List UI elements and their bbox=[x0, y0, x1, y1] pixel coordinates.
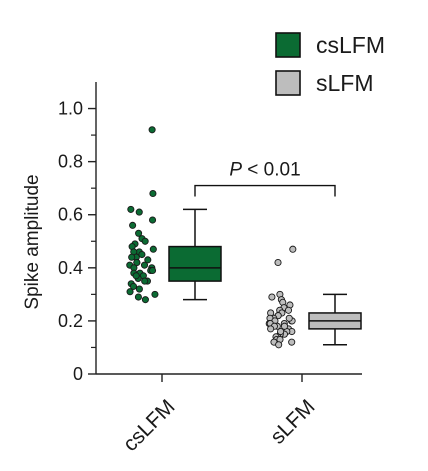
data-point bbox=[148, 266, 157, 275]
data-point bbox=[133, 258, 141, 267]
data-point bbox=[141, 237, 149, 245]
data-point bbox=[135, 285, 143, 293]
data-point bbox=[151, 290, 159, 298]
y-tick-label: 0.8 bbox=[58, 152, 83, 172]
data-point bbox=[284, 306, 293, 314]
y-tick-label: 0.4 bbox=[58, 258, 83, 278]
y-tick-label: 0.6 bbox=[58, 205, 83, 225]
data-point bbox=[141, 296, 149, 304]
y-axis: 0 0.2 0.4 0.6 0.8 1.0 Spike amplitude bbox=[22, 82, 97, 384]
data-point bbox=[140, 261, 149, 269]
data-point bbox=[135, 208, 143, 216]
data-point bbox=[148, 126, 156, 134]
data-point bbox=[277, 327, 285, 336]
data-point bbox=[267, 325, 275, 333]
data-point bbox=[134, 293, 142, 301]
plot-area bbox=[126, 126, 362, 349]
x-tick-label: csLFM bbox=[119, 395, 180, 456]
p-threshold: < 0.01 bbox=[242, 160, 301, 181]
data-point bbox=[135, 229, 143, 237]
data-point bbox=[129, 282, 138, 290]
data-point bbox=[268, 293, 276, 301]
data-point bbox=[128, 253, 136, 261]
data-point bbox=[275, 341, 283, 349]
y-tick-label: 0.2 bbox=[58, 311, 83, 331]
y-tick-label: 0 bbox=[73, 364, 83, 384]
data-point bbox=[285, 314, 293, 322]
data-point bbox=[289, 245, 297, 253]
legend-swatch bbox=[275, 70, 301, 96]
x-axis: csLFM sLFM bbox=[96, 373, 362, 456]
data-point bbox=[141, 277, 149, 285]
p-symbol: P bbox=[229, 160, 242, 181]
data-point bbox=[138, 250, 146, 259]
data-point bbox=[149, 245, 157, 253]
data-point bbox=[126, 288, 134, 296]
p-value-label: P < 0.01 bbox=[229, 160, 300, 181]
data-point bbox=[129, 221, 137, 229]
y-tick-label: 1.0 bbox=[58, 99, 83, 119]
legend-label: csLFM bbox=[316, 32, 385, 58]
data-point bbox=[288, 338, 296, 346]
box-iqr bbox=[168, 245, 222, 282]
significance-annotation: P < 0.01 bbox=[194, 160, 336, 197]
legend: csLFM sLFM bbox=[275, 32, 385, 96]
legend-label: sLFM bbox=[316, 70, 374, 96]
data-point bbox=[280, 322, 289, 330]
data-point bbox=[149, 189, 157, 198]
data-point bbox=[274, 258, 282, 267]
significance-bracket bbox=[194, 184, 336, 197]
data-point bbox=[132, 272, 140, 280]
data-point bbox=[148, 216, 157, 224]
y-axis-title: Spike amplitude bbox=[22, 174, 43, 309]
x-tick-label: sLFM bbox=[266, 395, 319, 448]
data-point bbox=[144, 256, 152, 264]
data-point bbox=[127, 205, 135, 213]
legend-swatch bbox=[275, 32, 301, 58]
